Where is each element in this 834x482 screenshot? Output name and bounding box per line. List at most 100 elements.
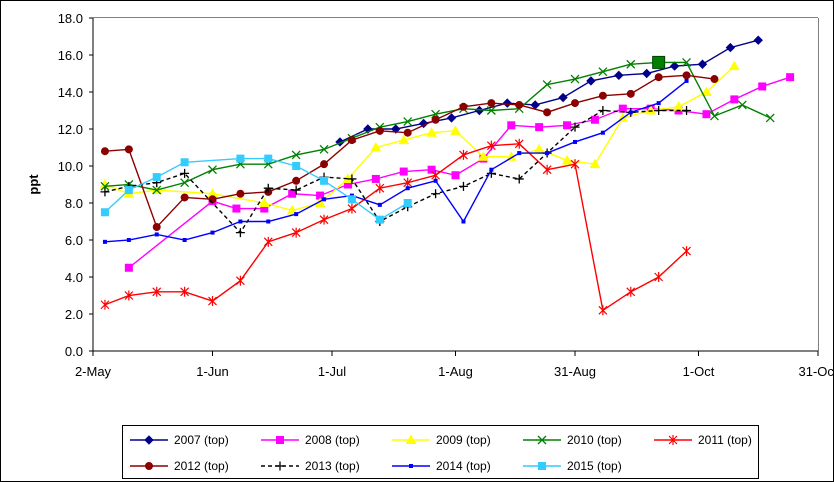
legend-item: 2008 (top) [261,433,360,447]
data-point [486,140,496,151]
y-tick-label: 0.0 [65,344,83,359]
data-point [702,110,711,119]
data-point [320,160,329,169]
data-point [626,89,635,98]
data-point [292,162,301,170]
data-point [418,118,429,129]
data-point [697,59,708,69]
series-2009 [99,60,740,215]
data-point [208,165,217,175]
legend-label: 2008 (top) [305,433,360,447]
legend-label: 2011 (top) [698,433,752,447]
data-point [288,189,297,198]
data-point [586,76,596,86]
y-tick-label: 8.0 [65,196,83,211]
series-line [104,65,735,212]
data-point [614,70,624,81]
data-point [728,60,740,71]
data-point [589,158,601,169]
data-point [124,263,133,272]
data-point [600,130,605,135]
data-point [180,178,190,188]
data-point [446,113,457,123]
legend-label: 2007 (top) [174,433,229,447]
data-point [451,171,460,180]
data-point [102,239,107,244]
data-point [486,106,496,115]
data-point [507,121,516,130]
legend-box [122,425,759,479]
data-point [124,145,133,154]
data-point [561,154,573,165]
data-point [264,154,273,163]
data-point [725,42,736,53]
data-point [398,134,410,145]
data-point [489,167,494,172]
series-line [104,143,688,312]
data-point [286,204,298,215]
data-point [124,186,133,195]
y-tick-label: 14.0 [58,85,83,100]
data-point [152,185,162,195]
data-point [654,73,663,82]
legend-item: 2010 (top) [523,433,622,447]
data-point [180,193,189,202]
data-point [236,189,245,198]
data-point [180,158,189,167]
highlight-marker [652,55,666,69]
data-point [730,95,739,104]
plot-area [93,18,818,351]
data-point [431,189,441,199]
y-tick-label: 10.0 [58,159,83,174]
legend-label: 2009 (top) [436,433,491,447]
legend-label: 2010 (top) [567,433,622,447]
data-point [535,123,544,132]
data-point [291,227,301,238]
data-point [543,108,552,117]
data-point [124,290,134,301]
data-point [152,286,162,297]
series-2015 [100,154,412,224]
series-2012 [100,71,719,232]
data-point [701,86,712,96]
data-point [573,139,578,144]
data-point [100,181,110,191]
data-point [458,181,468,191]
data-point [517,151,522,156]
data-point [427,165,436,174]
data-point [598,305,608,316]
data-point [126,238,131,242]
x-tick-label: 31-Aug [554,364,596,379]
data-point [210,230,215,235]
data-point [571,99,580,108]
data-point [431,170,441,181]
data-point [478,151,489,161]
data-point [628,110,633,115]
x-tick-label: 1-Aug [438,364,473,379]
series-group [99,35,795,316]
y-tick-label: 6.0 [65,233,83,248]
data-point [626,59,636,69]
data-point [263,236,273,247]
data-point [235,275,245,286]
data-point [371,174,380,183]
data-point [570,122,580,132]
data-point [399,167,408,176]
data-point [450,125,461,135]
data-point [431,115,440,124]
data-point [347,195,356,204]
data-point [100,208,109,217]
legend-label: 2012 (top) [174,459,229,473]
data-point [459,149,468,160]
data-point [154,232,159,237]
data-point [319,214,329,225]
series-line [104,80,687,243]
data-point [375,183,385,194]
data-point [375,126,384,135]
data-point [682,57,692,67]
data-point [391,124,401,134]
y-tick-label: 16.0 [58,48,83,63]
data-point [235,228,245,238]
data-point [405,186,410,191]
data-point [684,78,689,83]
